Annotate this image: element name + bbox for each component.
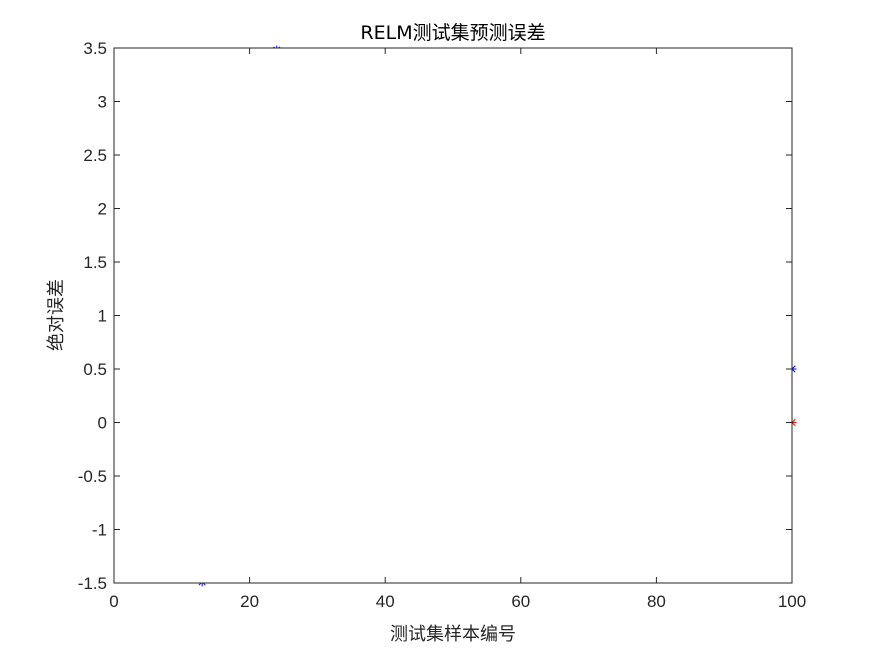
y-tick-label: 0 (98, 414, 107, 433)
x-tick-label: 100 (778, 592, 806, 611)
x-tick-label: 20 (240, 592, 259, 611)
y-tick-label: -0.5 (78, 467, 107, 486)
ticks (113, 47, 793, 584)
x-tick-label: 40 (376, 592, 395, 611)
y-tick-label: 1 (98, 307, 107, 326)
y-axis-label: 绝对误差 (46, 279, 67, 351)
y-tick-label: 0.5 (83, 360, 107, 379)
y-tick-label: -1.5 (78, 574, 107, 593)
y-tick-label: 2.5 (83, 146, 107, 165)
x-tick-label: 60 (511, 592, 530, 611)
x-tick-label: 80 (647, 592, 666, 611)
chart-title: RELM测试集预测误差 (360, 22, 545, 44)
plot-frame (113, 47, 793, 584)
x-axis-label: 测试集样本编号 (390, 624, 516, 645)
y-tick-label: 1.5 (83, 253, 107, 272)
y-tick-label: 3.5 (83, 39, 107, 58)
y-tick-label: -1 (92, 521, 107, 540)
x-tick-label: 0 (109, 592, 118, 611)
y-tick-label: 3 (98, 93, 107, 112)
y-tick-label: 2 (98, 200, 107, 219)
y-tick-labels: -1.5 -1 -0.5 0 0.5 1 1.5 2 2.5 3 3.5 (78, 39, 107, 593)
x-tick-labels: 0 20 40 60 80 100 (109, 592, 806, 611)
